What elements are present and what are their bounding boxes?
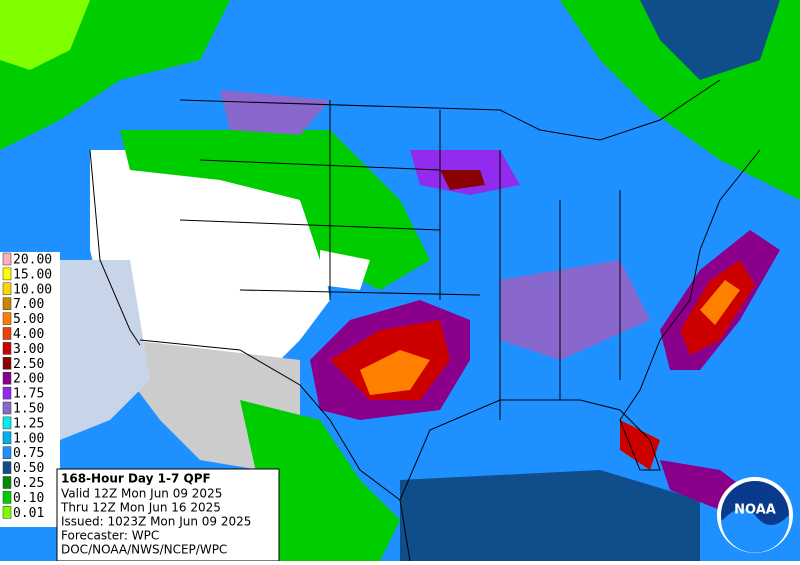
legend-label: 2.50 xyxy=(13,357,44,372)
legend-label: 15.00 xyxy=(13,267,52,282)
legend-swatch xyxy=(2,446,12,459)
legend-swatch xyxy=(2,282,12,296)
legend-label: 0.75 xyxy=(13,446,44,461)
legend-swatch xyxy=(2,371,12,385)
legend-swatch xyxy=(2,431,12,445)
info-line: Issued: 1023Z Mon Jun 09 2025 xyxy=(61,515,251,529)
legend: 20.0015.0010.007.005.004.003.002.502.001… xyxy=(0,252,60,527)
field-se-purple xyxy=(500,260,650,360)
field-plains-dry xyxy=(320,250,370,290)
info-line: Valid 12Z Mon Jun 09 2025 xyxy=(61,487,222,501)
legend-label: 0.25 xyxy=(13,476,44,491)
legend-swatch xyxy=(2,476,12,489)
field-lakes-red xyxy=(440,170,485,190)
field-mexico-green xyxy=(240,400,400,561)
field-atlantic-orange xyxy=(700,280,740,325)
legend-swatch xyxy=(2,357,12,370)
info-background xyxy=(56,468,280,562)
field-florida-red xyxy=(620,420,660,470)
field-plains-green xyxy=(120,130,430,290)
field-gulf-dark xyxy=(400,470,700,561)
legend-swatch xyxy=(2,386,12,400)
info-line: Thru 12Z Mon Jun 16 2025 xyxy=(60,501,221,515)
legend-label: 7.00 xyxy=(13,297,44,312)
legend-label: 1.50 xyxy=(13,402,44,417)
legend-swatch xyxy=(2,416,12,430)
field-nw-lightgreen xyxy=(0,0,90,70)
field-south-orange xyxy=(360,350,430,395)
legend-swatch xyxy=(2,461,12,474)
legend-label: 1.25 xyxy=(13,416,44,431)
legend-label: 2.00 xyxy=(13,372,44,387)
legend-label: 0.01 xyxy=(13,506,44,521)
legend-label: 20.00 xyxy=(13,253,52,268)
legend-label: 4.00 xyxy=(13,327,44,342)
coast-west xyxy=(89,149,141,346)
legend-label: 1.75 xyxy=(13,387,44,402)
legend-swatch xyxy=(2,297,12,310)
logo-wave xyxy=(721,508,790,553)
legend-label: 0.10 xyxy=(13,491,44,506)
legend-swatch xyxy=(2,252,12,266)
legend-label: 3.00 xyxy=(13,342,44,357)
state-lines xyxy=(179,100,621,420)
field-north-purple xyxy=(220,90,330,135)
field-west-dry xyxy=(90,150,330,400)
legend-swatch xyxy=(2,267,12,281)
logo-text: NOAA xyxy=(734,503,776,518)
info-line: Forecaster: WPC xyxy=(61,529,159,543)
legend-swatch xyxy=(2,327,12,340)
info-line: DOC/NOAA/NWS/NCEP/WPC xyxy=(61,543,227,557)
legend-swatch xyxy=(2,312,12,325)
noaa-logo: NOAA xyxy=(717,477,793,553)
legend-swatch xyxy=(2,401,12,415)
coast-gulf-east xyxy=(399,149,761,501)
legend-label: 10.00 xyxy=(13,282,52,297)
legend-label: 1.00 xyxy=(13,431,44,446)
border-canada xyxy=(179,79,721,141)
legend-label: 0.50 xyxy=(13,461,44,476)
info-title: 168-Hour Day 1-7 QPF xyxy=(61,472,211,486)
legend-swatch xyxy=(2,491,12,504)
legend-swatch xyxy=(2,342,12,355)
legend-label: 5.00 xyxy=(13,312,44,327)
field-ne-dark xyxy=(640,0,780,80)
boundaries xyxy=(89,79,761,562)
info-box: 168-Hour Day 1-7 QPF Valid 12Z Mon Jun 0… xyxy=(56,468,280,562)
legend-swatch xyxy=(2,506,12,519)
